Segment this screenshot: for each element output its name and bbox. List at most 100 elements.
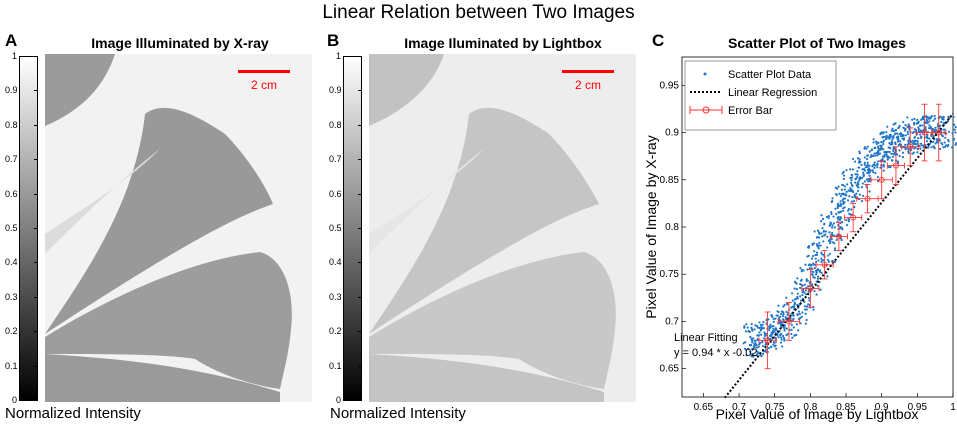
annotation-line2: y = 0.94 * x -0.02 (674, 347, 757, 359)
scatter-point (874, 164, 877, 167)
scatter-point (870, 153, 873, 157)
scatter-point (791, 319, 794, 322)
scatter-point (811, 273, 814, 277)
x-tick-label: 1 (950, 402, 956, 413)
scatter-point (857, 186, 860, 189)
scatter-point (753, 328, 756, 331)
scatter-point (925, 135, 929, 138)
scatter-point (882, 140, 885, 143)
scatter-point (797, 329, 800, 332)
scatter-point (898, 149, 901, 152)
scatter-point (881, 136, 884, 139)
scatter-point (837, 185, 840, 188)
scatter-point (807, 245, 811, 248)
scatter-point (825, 230, 828, 233)
scatter-point (750, 323, 753, 326)
scatter-point (821, 235, 824, 238)
scatter-point (858, 193, 862, 196)
scatter-point (872, 171, 875, 174)
colorbar-tick-label: 0.4 (329, 257, 342, 268)
scatter-point (859, 160, 862, 164)
x-tick-label: 0.95 (908, 402, 928, 413)
scatter-point (851, 185, 854, 188)
scatter-point (761, 340, 764, 343)
scatter-point (786, 313, 789, 316)
scatter-point (897, 138, 900, 141)
scatter-point (860, 163, 863, 167)
scatter-point (911, 139, 914, 142)
scatter-point (813, 266, 816, 270)
scatter-point (770, 315, 774, 319)
scatter-point (783, 303, 786, 307)
scatter-point (814, 257, 817, 260)
scatter-point (865, 147, 868, 150)
panel-b-letter: B (327, 31, 340, 50)
scatter-point (828, 231, 831, 234)
scatter-point (866, 161, 869, 164)
scatter-point (833, 226, 837, 229)
scatter-point (841, 228, 844, 231)
scatter-point (863, 169, 866, 172)
y-tick-label: 0.9 (665, 128, 679, 139)
scatter-point (785, 302, 789, 305)
colorbar-tick-label: 0.5 (5, 223, 18, 233)
colorbar-tick (358, 159, 362, 161)
scatter-point (815, 293, 818, 296)
scatter-point (879, 144, 882, 147)
colorbar-tick-label: 0.7 (329, 154, 342, 165)
scatter-point (823, 222, 826, 225)
scatter-point (794, 281, 797, 284)
scatter-point (749, 350, 752, 353)
scatter-point (912, 130, 915, 134)
colorbar-tick-label: 0.9 (5, 85, 18, 96)
scatter-point (926, 121, 929, 124)
scatter-point (907, 123, 910, 126)
scatter-point (881, 155, 885, 158)
scatter-point (744, 341, 747, 344)
scatter-point (774, 344, 777, 347)
scatter-point (860, 186, 864, 189)
colorbar-tick (34, 331, 38, 333)
panel-a-letter: A (5, 31, 18, 50)
scatter-point (805, 318, 808, 322)
scatter-point (813, 276, 816, 279)
scatter-point (893, 132, 897, 136)
colorbar-tick (34, 296, 38, 298)
scatter-point (943, 141, 946, 144)
scatter-point (928, 124, 931, 127)
scatter-point (876, 154, 879, 157)
scatter-point (800, 315, 803, 319)
scatter-point (867, 178, 870, 181)
y-axis-label: Pixel Value of Image by X-ray (643, 135, 659, 318)
scatter-point (934, 126, 937, 129)
scatter-point (759, 354, 762, 357)
scatter-point (894, 128, 898, 132)
scatter-point (952, 115, 955, 119)
error-bar-marker (878, 176, 885, 183)
scatter-point (744, 348, 747, 351)
scatter-point (814, 273, 818, 276)
scatter-point (933, 114, 936, 118)
scatter-point (902, 137, 906, 140)
scatter-point (761, 323, 764, 326)
scatter-point (755, 353, 758, 356)
scale-label-a: 2 cm (250, 78, 277, 92)
scatter-point (834, 247, 837, 250)
scatter-point (942, 121, 945, 125)
scatter-point (901, 156, 905, 159)
scatter-point (798, 312, 801, 316)
scatter-point (890, 152, 893, 156)
figure-title: Linear Relation between Two Images (322, 2, 635, 23)
scatter-point (805, 293, 808, 296)
scatter-point (954, 143, 957, 146)
scatter-point (914, 139, 917, 143)
scatter-point (941, 135, 944, 138)
colorbar-tick (34, 400, 38, 401)
scatter-point (818, 241, 821, 244)
scatter-point (772, 343, 775, 346)
scatter-point (868, 171, 871, 174)
scatter-point (862, 194, 865, 197)
scatter-point (821, 217, 825, 221)
colorbar-tick (358, 296, 362, 298)
colorbar-tick (358, 56, 362, 57)
